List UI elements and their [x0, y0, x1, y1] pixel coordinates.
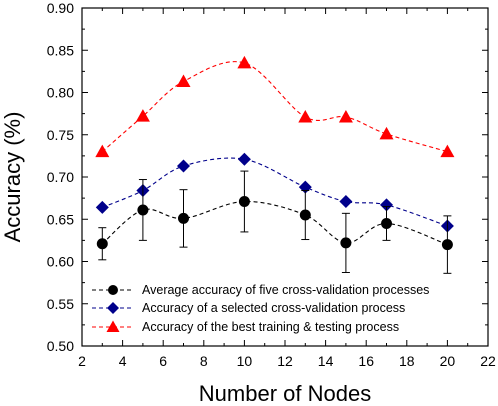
x-tick-label: 6	[159, 353, 167, 369]
legend-label-selected: Accuracy of a selected cross-validation …	[142, 301, 405, 315]
data-point-circle	[178, 212, 189, 224]
data-point-triangle	[237, 55, 252, 69]
series-layer	[95, 55, 455, 274]
legend-label-best: Accuracy of the best training & testing …	[142, 320, 399, 334]
x-tick-label: 18	[399, 353, 415, 369]
data-point-circle	[441, 239, 453, 251]
data-point-diamond	[380, 198, 393, 212]
y-tick-labels: 0.50 0.55 0.60 0.65 0.70 0.75 0.80 0.85 0.90	[47, 0, 74, 354]
series-line-triangle	[101, 61, 448, 153]
x-axis-title: Number of Nodes	[199, 381, 371, 406]
x-tick-label: 22	[480, 353, 496, 369]
legend-marker-selected	[107, 302, 119, 314]
y-axis-title: Accuracy (%)	[0, 112, 25, 243]
y-tick-label: 0.50	[47, 338, 74, 354]
x-tick-label: 20	[440, 353, 456, 369]
legend-marker-average	[108, 285, 118, 295]
data-point-triangle	[95, 144, 110, 158]
y-tick-label: 0.85	[47, 42, 74, 58]
y-tick-label: 0.65	[47, 211, 74, 227]
series-line-circle	[101, 200, 448, 246]
x-tick-label: 2	[78, 353, 86, 369]
legend-marker-best	[106, 320, 120, 332]
data-point-diamond	[177, 159, 190, 173]
y-tick-label: 0.70	[47, 169, 74, 185]
data-point-triangle	[338, 110, 353, 123]
data-point-diamond	[237, 152, 251, 166]
data-point-circle	[96, 238, 108, 250]
data-point-circle	[381, 217, 392, 229]
data-point-triangle	[298, 110, 313, 123]
data-point-triangle	[135, 109, 150, 122]
data-point-triangle	[440, 144, 455, 158]
x-tick-label: 10	[237, 353, 253, 369]
y-tick-label: 0.80	[47, 85, 74, 101]
series-line-diamond	[102, 157, 448, 227]
data-point-circle	[137, 204, 149, 216]
x-tick-label: 14	[318, 353, 334, 369]
y-tick-label: 0.60	[47, 254, 74, 270]
x-tick-label: 16	[358, 353, 374, 369]
data-point-triangle	[379, 126, 394, 140]
x-tick-labels: 2 4 6 8 10 12 14 16 18 20 22	[78, 353, 496, 369]
data-point-circle	[340, 237, 352, 249]
data-point-circle	[238, 196, 250, 208]
x-tick-label: 4	[119, 353, 127, 369]
legend: Average accuracy of five cross-validatio…	[92, 283, 429, 334]
data-point-diamond	[95, 200, 109, 214]
y-tick-label: 0.75	[47, 127, 74, 143]
x-tick-label: 12	[277, 353, 293, 369]
data-point-diamond	[339, 195, 353, 209]
y-tick-label: 0.55	[47, 296, 74, 312]
x-tick-label: 8	[200, 353, 208, 369]
data-point-triangle	[176, 74, 191, 88]
y-tick-label: 0.90	[47, 0, 74, 16]
axis-ticks	[81, 7, 489, 347]
legend-label-average: Average accuracy of five cross-validatio…	[142, 283, 429, 297]
data-point-circle	[299, 209, 311, 221]
